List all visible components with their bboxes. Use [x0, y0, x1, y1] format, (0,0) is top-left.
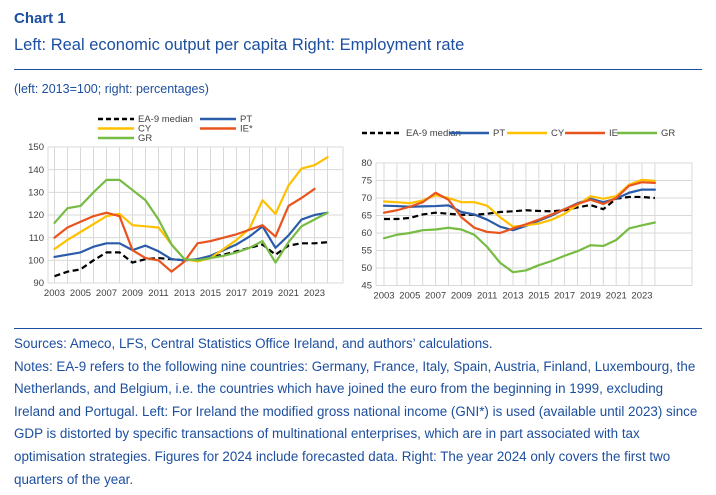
y-axis-tick-label: 90 [33, 278, 44, 289]
legend-label-CY: CY [138, 124, 152, 135]
legend-label-PT: PT [240, 114, 252, 125]
legend-label-GR: GR [138, 133, 152, 144]
legend-label-CY: CY [551, 128, 565, 139]
footer-divider [14, 328, 702, 329]
x-axis-tick-label: 2021 [606, 291, 627, 302]
x-axis-tick-label: 2019 [252, 288, 273, 299]
y-axis-tick-label: 70 [361, 193, 372, 204]
x-axis-tick-label: 2007 [96, 288, 117, 299]
x-axis-tick-label: 2017 [554, 291, 575, 302]
legend-label-GR: GR [661, 128, 675, 139]
series-line-EA-9 median [384, 195, 655, 221]
x-axis-tick-label: 2013 [502, 291, 523, 302]
legend-label-IE: IE [609, 128, 618, 139]
x-axis-tick-label: 2023 [631, 291, 652, 302]
x-axis-tick-label: 2007 [425, 291, 446, 302]
y-axis-tick-label: 80 [361, 158, 372, 169]
y-axis-tick-label: 140 [28, 165, 44, 176]
y-axis-tick-label: 55 [361, 246, 372, 257]
series-line-GR [53, 178, 329, 264]
x-axis-tick-label: 2005 [70, 288, 91, 299]
y-axis-tick-label: 60 [361, 228, 372, 239]
x-axis-tick-label: 2009 [122, 288, 143, 299]
right-line-chart-employment-rate: 45 50 55 60 65 70 75 80 2003 2005 2007 2009 2011 2013… [361, 128, 693, 302]
sources-line: Sources: Ameco, LFS, Central Statistics … [14, 336, 493, 351]
x-axis-tick-label: 2019 [580, 291, 601, 302]
footer-text: Sources: Ameco, LFS, Central Statistics … [14, 333, 706, 491]
x-axis-tick-label: 2023 [304, 288, 325, 299]
y-axis-tick-label: 130 [28, 188, 44, 199]
y-axis-tick-label: 110 [29, 233, 44, 244]
y-axis-tick-label: 65 [361, 211, 372, 222]
series-line-IE* [53, 187, 316, 273]
y-axis-tick-label: 120 [28, 210, 44, 221]
x-axis-tick-label: 2015 [200, 288, 221, 299]
x-axis-tick-label: 2011 [148, 288, 168, 299]
x-axis-tick-label: 2009 [451, 291, 472, 302]
x-axis-tick-label: 2005 [399, 291, 420, 302]
units-note: (left: 2013=100; right: percentages) [14, 82, 209, 96]
y-axis-tick-label: 75 [361, 176, 372, 187]
legend-label-PT: PT [493, 128, 505, 139]
y-axis-tick-label: 100 [28, 256, 44, 267]
x-axis-tick-label: 2003 [373, 291, 394, 302]
x-axis-tick-label: 2003 [44, 288, 65, 299]
series-line-CY [382, 178, 656, 228]
y-axis-tick-label: 45 [361, 281, 372, 292]
x-axis-tick-label: 2013 [174, 288, 195, 299]
notes-line: Notes: EA-9 refers to the following nine… [14, 358, 698, 487]
left-line-chart-output-per-capita: 90 100 110 120 130 140 150 2003 2005 2007 2009 2011… [28, 114, 344, 299]
x-axis-tick-label: 2011 [477, 291, 497, 302]
x-axis-tick-label: 2021 [278, 288, 299, 299]
x-axis-tick-label: 2017 [226, 288, 247, 299]
y-axis-tick-label: 150 [28, 142, 44, 153]
legend-label-EA-9 median: EA-9 median [406, 128, 461, 139]
legend-label-EA-9 median: EA-9 median [138, 114, 193, 125]
series-line-IE [382, 181, 656, 235]
series-line-GR [382, 221, 656, 274]
y-axis-tick-label: 50 [361, 263, 372, 274]
chart-title: Left: Real economic output per capita Ri… [14, 36, 465, 54]
chart-number-label: Chart 1 [14, 10, 66, 27]
title-divider [14, 69, 702, 70]
legend-label-IE*: IE* [240, 124, 253, 135]
x-axis-tick-label: 2015 [528, 291, 549, 302]
